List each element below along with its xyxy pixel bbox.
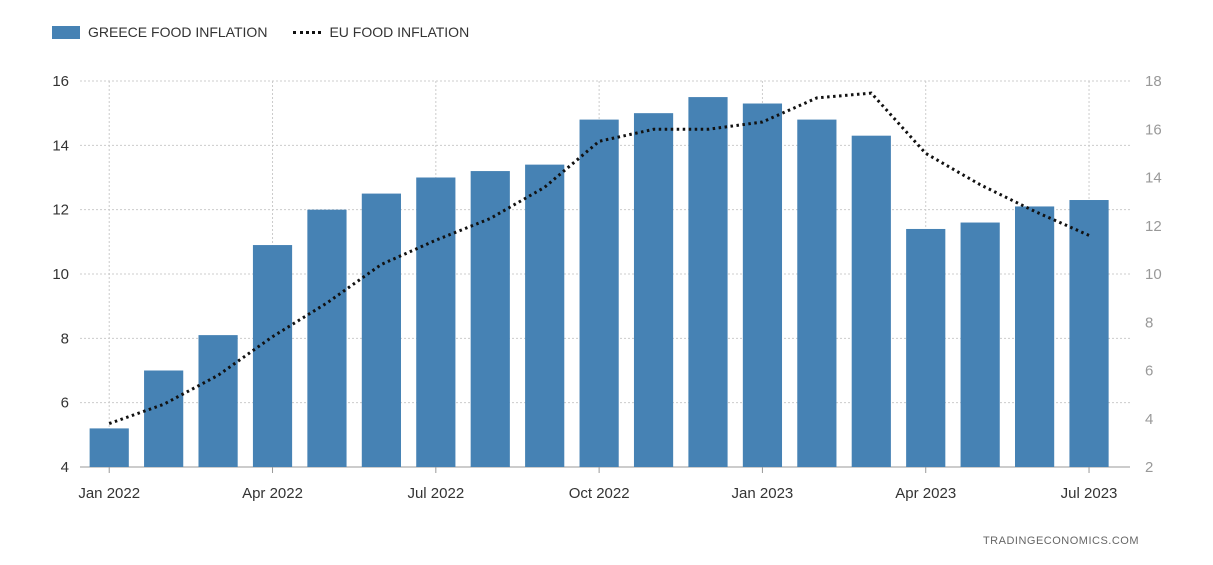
y-right-tick-label: 12 <box>1145 218 1162 235</box>
source-credit: TRADINGECONOMICS.COM <box>982 535 1139 547</box>
y-right-tick-label: 16 <box>1145 121 1162 138</box>
y-right-tick-label: 4 <box>1145 411 1153 428</box>
y-right-tick-label: 14 <box>1145 170 1162 187</box>
bar-greece <box>688 97 728 467</box>
y-right-tick-label: 18 <box>1145 73 1162 90</box>
x-tick-label: Jan 2023 <box>732 485 794 502</box>
y-left-tick-label: 14 <box>52 137 69 154</box>
bar-greece <box>144 370 184 467</box>
bar-greece <box>797 119 837 467</box>
y-left-tick-label: 12 <box>52 202 69 219</box>
x-tick-label: Apr 2023 <box>895 485 956 502</box>
y-left-tick-label: 10 <box>52 266 69 283</box>
legend-item-greece[interactable]: GREECE FOOD INFLATION <box>52 24 267 40</box>
x-tick-label: Jul 2023 <box>1061 485 1118 502</box>
line-eu <box>108 91 1090 426</box>
bar-greece <box>198 335 238 467</box>
legend: GREECE FOOD INFLATION EU FOOD INFLATION <box>52 24 495 40</box>
x-tick-label: Jan 2022 <box>78 485 140 502</box>
x-tick-label: Oct 2022 <box>569 485 630 502</box>
bar-greece <box>89 428 129 467</box>
bar-greece <box>960 222 1000 467</box>
y-right-tick-label: 6 <box>1145 363 1153 380</box>
legend-swatch-bar <box>52 25 80 39</box>
bar-greece <box>851 135 891 467</box>
y-right-tick-label: 2 <box>1145 459 1153 476</box>
y-left-tick-label: 4 <box>61 459 69 476</box>
y-left-tick-label: 8 <box>61 330 69 347</box>
bar-greece <box>525 164 565 467</box>
bar-greece <box>307 209 347 467</box>
x-tick-label: Apr 2022 <box>242 485 303 502</box>
bar-greece <box>1015 206 1055 467</box>
y-left-tick-label: 6 <box>61 395 69 412</box>
bar-greece <box>1069 200 1109 467</box>
legend-swatch-dotted-line <box>293 30 322 34</box>
y-right-tick-label: 10 <box>1145 266 1162 283</box>
y-left-tick-label: 16 <box>52 73 69 90</box>
bar-greece <box>361 193 401 468</box>
legend-item-eu[interactable]: EU FOOD INFLATION <box>293 24 469 40</box>
legend-label-greece: GREECE FOOD INFLATION <box>88 24 268 40</box>
x-tick-label: Jul 2022 <box>407 485 464 502</box>
bar-greece <box>742 103 783 468</box>
y-right-tick-label: 8 <box>1145 314 1153 331</box>
bar-greece <box>579 119 619 467</box>
bar-greece <box>633 113 674 468</box>
bar-greece <box>416 177 456 467</box>
bar-greece <box>252 245 293 467</box>
bar-greece <box>470 171 510 468</box>
bar-greece <box>906 228 946 467</box>
legend-label-eu: EU FOOD INFLATION <box>329 24 470 40</box>
